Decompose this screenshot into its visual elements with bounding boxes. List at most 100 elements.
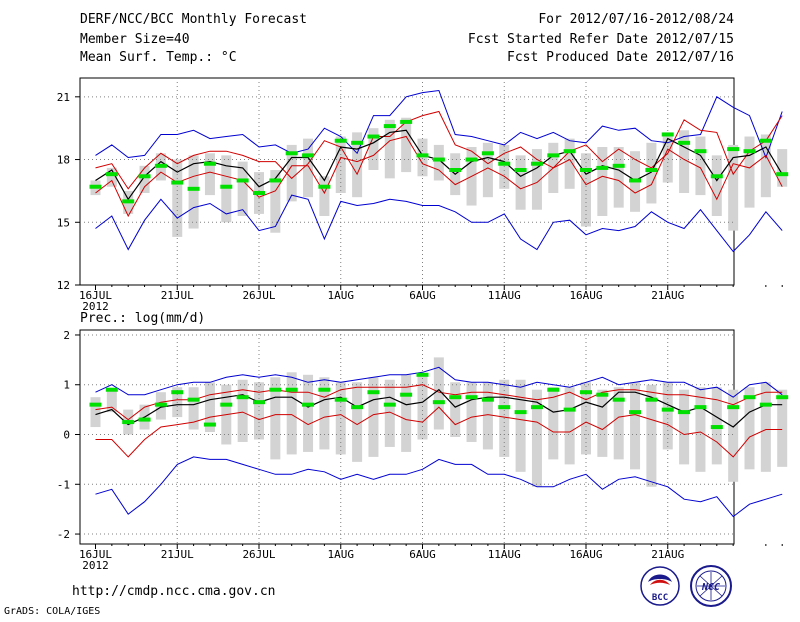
ensemble-box bbox=[744, 136, 755, 208]
ensemble-mean-marker bbox=[563, 407, 576, 412]
ensemble-box bbox=[613, 387, 624, 460]
ensemble-mean-marker bbox=[465, 157, 478, 162]
x-tick-label: 11AUG bbox=[488, 548, 521, 561]
median-line bbox=[95, 388, 783, 428]
ensemble-mean-marker bbox=[759, 138, 772, 143]
ensemble-mean-marker bbox=[481, 151, 494, 156]
ensemble-box bbox=[531, 389, 542, 487]
ensemble-box bbox=[515, 155, 526, 210]
bcc-swirl-icon bbox=[648, 574, 672, 582]
ensemble-mean-marker bbox=[530, 405, 543, 410]
ensemble-box bbox=[564, 387, 575, 465]
ensemble-mean-marker bbox=[318, 184, 331, 189]
ensemble-mean-marker bbox=[187, 397, 200, 402]
ensemble-box bbox=[597, 389, 608, 457]
ensemble-box bbox=[352, 132, 363, 198]
ensemble-min-line bbox=[95, 456, 783, 518]
ensemble-box bbox=[450, 382, 461, 437]
ensemble-mean-marker bbox=[236, 395, 249, 400]
x-tick-label: 16AUG bbox=[569, 548, 602, 561]
ensemble-box bbox=[204, 153, 215, 196]
ensemble-mean-marker bbox=[727, 147, 740, 152]
footer-url[interactable]: http://cmdp.ncc.cma.gov.cn bbox=[72, 584, 276, 599]
ensemble-mean-marker bbox=[759, 402, 772, 407]
ensemble-mean-marker bbox=[743, 395, 756, 400]
x-tick-label: 16JUL bbox=[79, 548, 112, 561]
ensemble-box bbox=[204, 382, 215, 433]
grads-credit: GrADS: COLA/IGES bbox=[4, 606, 100, 617]
ensemble-mean-marker bbox=[661, 132, 674, 137]
prec-label: Prec.: log(mm/d) bbox=[80, 311, 205, 326]
ensemble-mean-marker bbox=[236, 178, 249, 183]
ensemble-box bbox=[237, 379, 248, 442]
ensemble-box bbox=[401, 374, 412, 452]
ensemble-mean-marker bbox=[122, 199, 135, 204]
ensemble-box bbox=[433, 144, 444, 181]
variable-label: Mean Surf. Temp.: °C bbox=[80, 50, 237, 65]
ensemble-mean-marker bbox=[596, 392, 609, 397]
ensemble-mean-marker bbox=[629, 178, 642, 183]
ensemble-box bbox=[466, 382, 477, 442]
ensemble-box bbox=[662, 382, 673, 450]
ensemble-mean-marker bbox=[253, 191, 265, 195]
ensemble-box bbox=[646, 384, 657, 487]
temperature-panel: 12 15 18 21 16JUL 21JUL 26JUL 1AUG 6AUG 11AUG 16AU… bbox=[57, 77, 789, 313]
ensemble-mean-marker bbox=[318, 387, 331, 392]
y-tick-label: 15 bbox=[57, 216, 70, 229]
x-tick-label: 21AUG bbox=[651, 289, 684, 302]
x-tick-label: 26JUL bbox=[242, 548, 275, 561]
x-tick-label: 6AUG bbox=[409, 548, 436, 561]
ensemble-mean-marker bbox=[154, 402, 167, 407]
x-tick-label: 21JUL bbox=[161, 289, 194, 302]
ncc-logo-text: NCC bbox=[701, 582, 720, 593]
ensemble-mean-marker bbox=[269, 178, 282, 183]
ensemble-box bbox=[744, 387, 755, 470]
ensemble-mean-marker bbox=[220, 184, 233, 189]
ensemble-mean-marker bbox=[678, 140, 691, 145]
ensemble-mean-marker bbox=[514, 410, 527, 415]
ensemble-mean-marker bbox=[334, 397, 347, 402]
ensemble-mean-marker bbox=[187, 186, 200, 191]
ensemble-mean-marker bbox=[514, 168, 527, 172]
ensemble-box bbox=[613, 147, 624, 208]
ensemble-mean-marker bbox=[367, 134, 380, 139]
y-tick-label: 21 bbox=[57, 91, 70, 104]
ensemble-box bbox=[335, 136, 346, 193]
ensemble-mean-marker bbox=[645, 397, 658, 402]
ensemble-mean-marker bbox=[285, 151, 298, 156]
ensemble-mean-marker bbox=[351, 140, 364, 145]
ensemble-box bbox=[482, 142, 493, 198]
x-tick-label: 16JUL bbox=[79, 289, 112, 302]
x-tick-label: 1AUG bbox=[328, 289, 355, 302]
ensemble-box bbox=[303, 138, 314, 198]
ensemble-mean-marker bbox=[596, 165, 609, 170]
ensemble-mean-marker bbox=[334, 138, 347, 143]
ensemble-box bbox=[548, 387, 559, 460]
ensemble-box bbox=[679, 130, 690, 193]
ensemble-box bbox=[695, 136, 706, 196]
ensemble-box bbox=[433, 357, 444, 430]
ensemble-box bbox=[581, 153, 591, 227]
ensemble-mean-marker bbox=[220, 402, 233, 407]
ensemble-box bbox=[401, 117, 412, 173]
ensemble-box bbox=[777, 389, 788, 467]
x-year-label: 2012 bbox=[82, 300, 109, 313]
ensemble-mean-marker bbox=[465, 395, 478, 400]
ensemble-box bbox=[417, 138, 428, 177]
y-tick-label: 1 bbox=[63, 379, 70, 392]
ensemble-mean-marker bbox=[694, 149, 707, 154]
ensemble-mean-marker bbox=[105, 387, 118, 392]
forecast-period: For 2012/07/16-2012/08/24 bbox=[538, 12, 734, 27]
ensemble-mean-marker bbox=[498, 161, 511, 166]
ensemble-box bbox=[384, 119, 395, 179]
ensemble-box bbox=[303, 374, 314, 452]
ensemble-min-line bbox=[95, 194, 783, 253]
ensemble-mean-marker bbox=[580, 168, 592, 172]
y-tick-label: 18 bbox=[57, 154, 70, 167]
ensemble-mean-marker bbox=[661, 407, 674, 412]
ensemble-mean-marker bbox=[105, 172, 118, 177]
ensemble-box bbox=[319, 377, 330, 450]
ensemble-mean-marker bbox=[776, 395, 789, 400]
ensemble-box bbox=[760, 134, 771, 198]
